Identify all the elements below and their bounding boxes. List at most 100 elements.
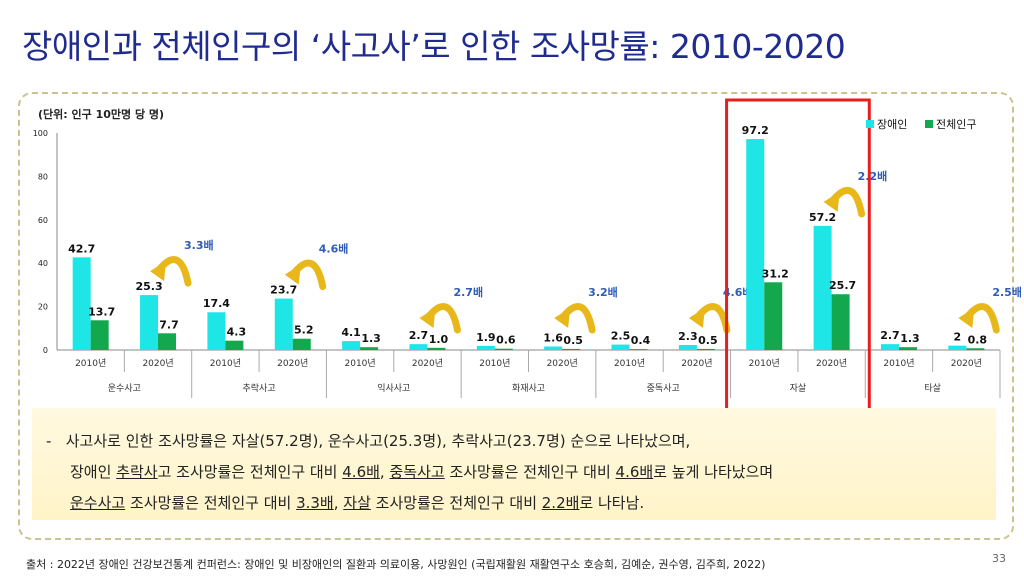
bar-total: [629, 349, 648, 350]
x-tick-label: 2020년: [412, 358, 443, 369]
data-label-total: 31.2: [762, 267, 789, 280]
category-label: 중독사고: [647, 383, 680, 394]
data-label-total: 0.6: [496, 334, 516, 347]
ratio-label: 4.6배: [723, 285, 753, 299]
bar-total: [831, 294, 850, 350]
y-tick-label: 60: [38, 216, 48, 225]
data-label-total: 4.3: [227, 326, 247, 339]
category-label: 자살: [790, 383, 807, 394]
category-label: 화재사고: [512, 383, 545, 394]
unit-label: (단위: 인구 10만명 당 명): [38, 108, 165, 121]
summary-note: [32, 408, 996, 520]
data-label-total: 5.2: [294, 324, 314, 337]
ratio-label: 4.6배: [319, 242, 349, 256]
note-line3-segment: ,: [333, 494, 344, 512]
bar-total: [90, 320, 109, 350]
ratio-arrow-head: [958, 308, 975, 328]
bar-disabled: [409, 344, 428, 350]
legend-swatch-total: [925, 120, 933, 128]
category-label: 익사사고: [377, 382, 410, 394]
note-line2-segment: ,: [379, 463, 390, 481]
category-label: 추락사고: [243, 382, 276, 394]
bar-disabled: [207, 312, 226, 350]
y-tick-label: 40: [38, 259, 48, 268]
note-line3-segment: 3.3배: [296, 494, 334, 512]
bar-total: [966, 348, 985, 350]
ratio-arrow-head: [554, 308, 571, 328]
bar-total: [898, 347, 917, 350]
ratio-arrow-head: [284, 264, 301, 285]
data-label-total: 0.4: [631, 334, 651, 347]
data-label-disabled: 4.1: [341, 326, 361, 339]
x-tick-label: 2020년: [277, 358, 308, 369]
note-line2-segment: 추락사: [116, 463, 158, 481]
y-tick-label: 0: [43, 346, 48, 355]
bar-chart: 0 20 40 60 80 100 42.7 13.7 2010년 25.3 7.7 2020년운수사…: [33, 98, 1022, 414]
x-tick-label: 2010년: [749, 358, 780, 369]
bar-disabled: [611, 344, 630, 350]
data-label-disabled: 2.7: [880, 329, 900, 342]
bar-disabled: [72, 257, 91, 350]
data-label-disabled: 2.3: [678, 330, 698, 343]
bar-disabled: [948, 345, 967, 350]
y-tick-label: 80: [38, 172, 48, 181]
data-label-disabled: 97.2: [742, 124, 769, 137]
note-line-1: - 사고사로 인한 조사망률은 자살(57.2명), 운수사고(25.3명), …: [46, 430, 690, 451]
note-line3-segment: 자살: [343, 494, 371, 512]
bar-total: [764, 282, 783, 350]
bar-total: [158, 333, 177, 350]
page-title: 장애인과 전체인구의 ‘사고사’로 인한 조사망률: 2010-2020: [22, 27, 846, 66]
ratio-arrow-head: [419, 308, 436, 328]
ratio-label: 2.7배: [453, 285, 483, 299]
note-line-2: 장애인 추락사고 조사망률은 전체인구 대비 4.6배, 중독사고 조사망률은 …: [70, 461, 773, 482]
data-label-total: 13.7: [88, 305, 115, 318]
bar-disabled: [880, 344, 899, 350]
source-citation: 출처 : 2022년 장애인 건강보건통계 컨퍼런스: 장애인 및 비장애인의 …: [26, 558, 766, 571]
x-tick-label: 2020년: [142, 358, 173, 369]
bar-disabled: [544, 346, 563, 350]
bar-disabled: [476, 345, 495, 350]
data-label-total: 1.3: [361, 332, 381, 345]
data-label-disabled: 1.6: [543, 332, 563, 345]
x-tick-label: 2020년: [951, 358, 982, 369]
data-label-total: 1.0: [429, 333, 449, 346]
ratio-label: 3.2배: [588, 285, 618, 299]
data-label-total: 25.7: [829, 279, 856, 292]
bar-disabled: [678, 345, 697, 350]
bar-total: [562, 348, 581, 350]
note-line-1-text: 사고사로 인한 조사망률은 자살(57.2명), 운수사고(25.3명), 추락…: [65, 432, 691, 450]
note-line3-segment: 조사망률은 전체인구 대비: [370, 494, 542, 512]
data-label-disabled: 2: [953, 331, 961, 344]
ratio-arrow-head: [823, 191, 840, 212]
x-tick-label: 2010년: [75, 358, 106, 369]
data-label-disabled: 1.9: [476, 331, 496, 344]
ratio-arrow-head: [150, 261, 167, 282]
data-label-disabled: 2.5: [611, 330, 631, 343]
note-line2-segment: 로 높게 나타났으며: [653, 463, 774, 481]
note-line3-segment: 조사망률은 전체인구 대비: [125, 494, 297, 512]
x-tick-label: 2010년: [479, 358, 510, 369]
ratio-label: 2.2배: [858, 169, 888, 183]
ratio-label: 3.3배: [184, 238, 214, 252]
note-bullet: -: [46, 432, 52, 450]
legend-label-total: 전체인구: [936, 118, 976, 131]
bar-total: [360, 347, 379, 350]
note-line2-segment: 중독사고: [389, 463, 445, 481]
note-line2-segment: 장애인: [70, 463, 117, 481]
data-label-total: 0.8: [968, 333, 988, 346]
category-label: 타살: [924, 383, 941, 394]
data-label-disabled: 42.7: [68, 242, 95, 255]
ratio-arrow-head: [688, 308, 705, 328]
category-label: 운수사고: [108, 383, 141, 394]
data-label-disabled: 17.4: [203, 297, 230, 310]
chart-panel: [18, 92, 1014, 540]
bar-total: [225, 340, 244, 350]
data-label-disabled: 25.3: [135, 280, 162, 293]
data-label-disabled: 23.7: [270, 284, 297, 297]
bar-total: [494, 348, 513, 350]
x-tick-label: 2010년: [614, 358, 645, 369]
note-line3-segment: 로 나타남.: [579, 494, 645, 512]
bar-total: [427, 347, 446, 350]
data-label-disabled: 57.2: [809, 211, 836, 224]
note-line-3: 운수사고 조사망률은 전체인구 대비 3.3배, 자살 조사망률은 전체인구 대…: [70, 492, 644, 513]
